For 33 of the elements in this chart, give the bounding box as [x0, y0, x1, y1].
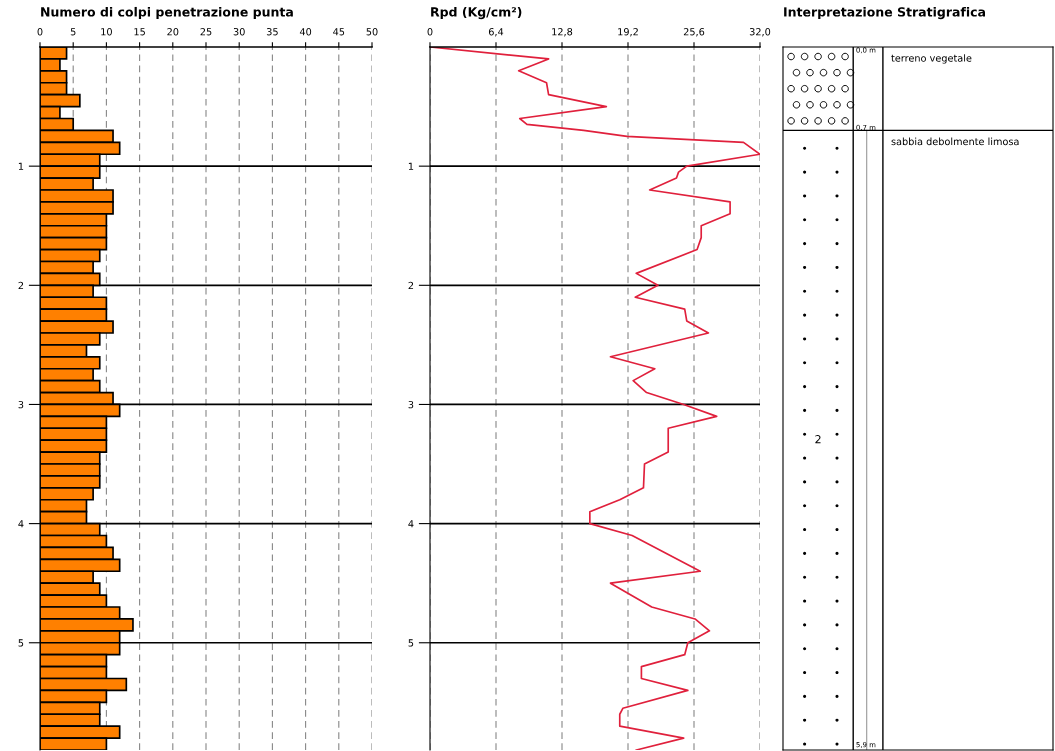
text: 2: [815, 435, 821, 444]
x-tick-label: 0: [427, 28, 433, 36]
y-tick-label: 2: [408, 281, 414, 289]
x-tick-label: 35: [266, 28, 278, 36]
x-tick-label: 25: [200, 28, 212, 36]
x-tick-label: 32,0: [749, 28, 771, 37]
y-tick-label: 3: [18, 400, 24, 409]
x-tick-label: 0: [37, 28, 43, 36]
y-tick-label: 4: [18, 520, 24, 528]
x-tick-label: 40: [299, 28, 312, 36]
chart-title: Numero di colpi penetrazione punta: [41, 6, 293, 20]
y-tick-label: 2: [18, 281, 24, 289]
text: sabbia debolmente limosa: [891, 137, 1019, 146]
x-tick-label: 50: [366, 28, 378, 36]
chart-title: Rpd (Kg/cm²): [431, 6, 522, 20]
x-tick-label: 12,8: [552, 28, 573, 37]
y-tick-label: 1: [408, 162, 414, 170]
x-tick-label: 25,6: [683, 28, 705, 37]
x-tick-label: 5: [70, 28, 76, 36]
text: Interpretazione Stratigrafica: [784, 6, 986, 20]
text: terreno vegetale: [891, 54, 972, 64]
y-tick-label: 1: [18, 162, 24, 170]
y-tick-label: 4: [408, 520, 414, 528]
x-tick-label: 30: [233, 28, 245, 36]
x-tick-label: 45: [333, 28, 345, 36]
x-tick-label: 6,4: [488, 28, 504, 37]
x-tick-label: 19,2: [618, 28, 638, 37]
x-tick-label: 10: [101, 28, 112, 36]
y-tick-label: 5: [408, 639, 414, 647]
x-tick-label: 15: [134, 28, 145, 36]
y-tick-label: 5: [18, 639, 24, 647]
y-tick-label: 3: [408, 400, 414, 409]
x-tick-label: 20: [167, 28, 179, 36]
